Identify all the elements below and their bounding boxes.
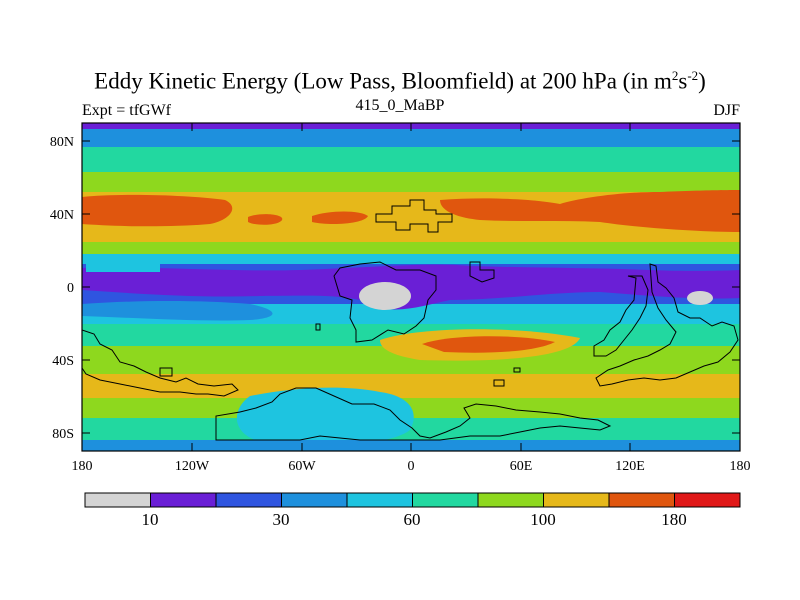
colorbar-label: 60: [404, 510, 421, 529]
coast-australia: [595, 263, 739, 387]
jet-max-north-4: [440, 190, 740, 232]
band-n-1: [82, 147, 740, 172]
x-tick-label: 120W: [175, 459, 210, 474]
y-tick-label: 80N: [50, 135, 74, 150]
x-tick-label: 60E: [510, 459, 533, 474]
y-tick-marks: [82, 140, 740, 434]
jet-max-north-3: [312, 211, 368, 224]
x-tick-label: 0: [408, 459, 415, 474]
x-tick-label: 120E: [615, 459, 645, 474]
y-tick-labels: 80N 40N 0 40S 80S: [50, 135, 74, 442]
south-jet-max-top: [422, 336, 555, 353]
colorbar-swatch: [215, 492, 282, 508]
experiment-label: Expt = tfGWf: [82, 102, 171, 119]
coast-antarctica: [215, 387, 612, 441]
minimum-patch-atlantic: [359, 282, 411, 310]
band-n-4: [82, 242, 740, 254]
season-label: DJF: [713, 102, 740, 119]
x-tick-marks: [191, 123, 631, 451]
band-n-2: [82, 172, 740, 192]
jet-max-north-1: [82, 194, 233, 227]
colorbar-swatch: [477, 492, 544, 508]
minimum-patch-pacific: [687, 291, 713, 305]
colorbar-swatch: [346, 492, 413, 508]
y-tick-label: 80S: [52, 427, 74, 442]
x-tick-labels: 180 120W 60W 0 60E 120E 180: [72, 459, 751, 474]
band-n-5: [82, 254, 740, 264]
coast-islands-south: [159, 323, 521, 387]
colorbar-swatch: [412, 492, 479, 508]
south-cyan-pacific: [236, 387, 414, 446]
x-tick-label: 180: [72, 459, 93, 474]
colorbar-label: 180: [661, 510, 687, 529]
colorbar-label: 10: [142, 510, 159, 529]
subtitle: 415_0_MaBP: [355, 97, 445, 114]
y-tick-label: 40N: [50, 208, 74, 223]
equatorial-min-band: [82, 264, 740, 310]
south-blue-patch: [82, 301, 273, 321]
coast-europe: [375, 199, 453, 233]
band-high-n: [82, 129, 740, 147]
coast-se-asia: [593, 275, 649, 357]
colorbar-swatch: [150, 492, 217, 508]
jet-max-north-2: [248, 214, 283, 225]
coast-arabia: [469, 261, 495, 283]
y-tick-label: 40S: [52, 354, 74, 369]
y-tick-label: 0: [67, 281, 74, 296]
colorbar-swatch: [608, 492, 675, 508]
coast-south-america: [82, 329, 239, 397]
cyan-patch-north: [86, 260, 160, 272]
colorbar-swatch: [84, 492, 151, 508]
colorbar-swatch: [674, 492, 741, 508]
coastlines: [82, 199, 739, 441]
colorbar-label: 30: [273, 510, 290, 529]
colorbar-labels: 10 30 60 100 180: [142, 510, 687, 529]
coast-africa: [333, 261, 437, 343]
x-tick-label: 60W: [288, 459, 316, 474]
colorbar-swatch: [543, 492, 610, 508]
map-title: Eddy Kinetic Energy (Low Pass, Bloomfiel…: [94, 68, 706, 94]
contour-field: [82, 123, 740, 451]
band-s-3: [82, 374, 740, 398]
colorbar-label: 100: [530, 510, 556, 529]
x-tick-label: 180: [730, 459, 751, 474]
colorbar-swatch: [281, 492, 348, 508]
colorbar: [84, 492, 741, 508]
